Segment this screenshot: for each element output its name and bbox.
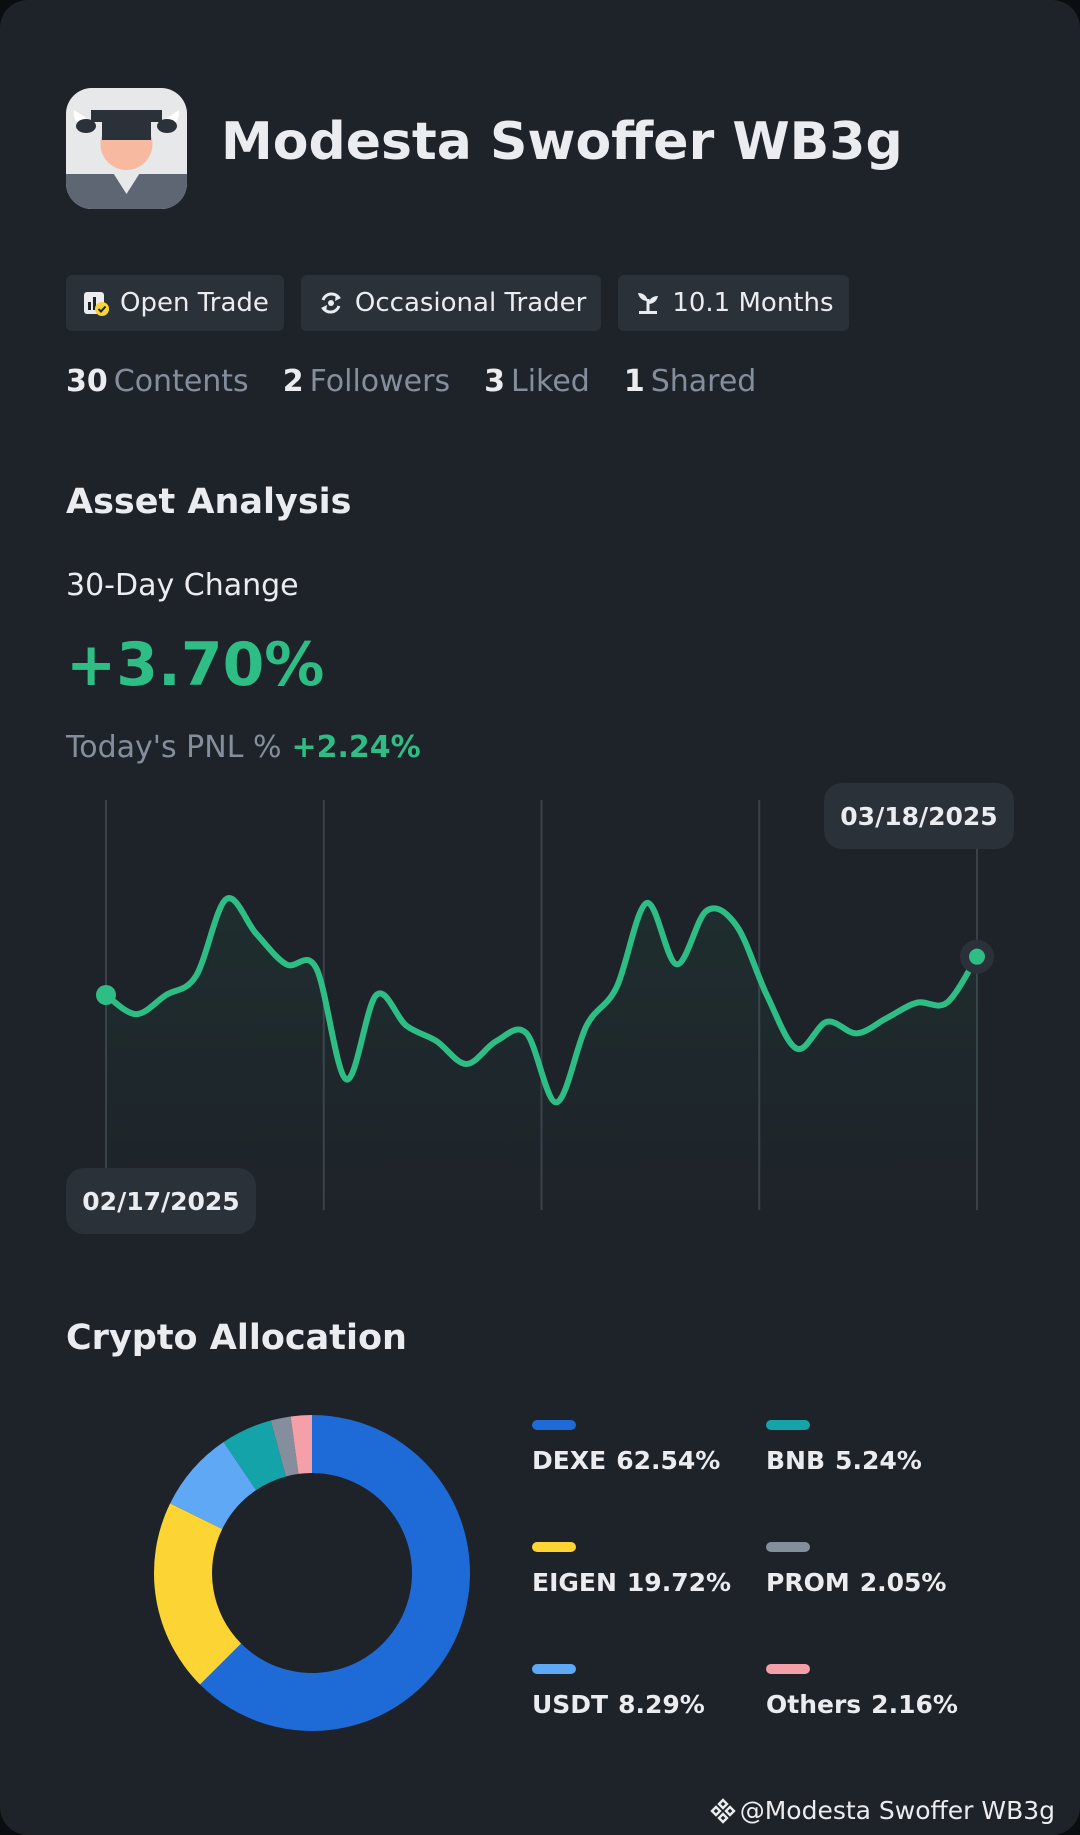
chart-line-series bbox=[103, 895, 980, 1106]
legend-percent: 62.54% bbox=[616, 1446, 721, 1475]
legend-percent: 5.24% bbox=[835, 1446, 922, 1475]
stat-value: 30 bbox=[66, 364, 108, 399]
chart-area bbox=[106, 898, 977, 1210]
donut-slice-others[interactable] bbox=[290, 1415, 312, 1474]
allocation-donut-chart[interactable] bbox=[147, 1408, 477, 1738]
stat-value: 1 bbox=[623, 364, 645, 399]
legend-name: DEXE bbox=[532, 1446, 607, 1475]
tag-open-trade[interactable]: Open Trade bbox=[66, 275, 284, 331]
legend-name: Others bbox=[766, 1690, 862, 1719]
stat-value: 2 bbox=[282, 364, 304, 399]
open-trade-icon bbox=[84, 292, 109, 316]
tag-months[interactable]: 10.1 Months bbox=[618, 275, 849, 331]
legend-name: USDT bbox=[532, 1690, 609, 1719]
legend-item-bnb: BNB 5.24% bbox=[766, 1420, 922, 1475]
donut-slice-usdt[interactable] bbox=[170, 1442, 257, 1529]
binance-logo-icon bbox=[710, 1797, 736, 1824]
legend-percent: 2.05% bbox=[859, 1568, 947, 1597]
legend-name: BNB bbox=[766, 1446, 826, 1475]
stat-followers[interactable]: 2 Followers bbox=[283, 364, 450, 399]
donut-slice-bnb[interactable] bbox=[223, 1420, 286, 1491]
stat-value: 3 bbox=[484, 364, 505, 399]
profile-stats: 30 Contents 2 Followers 3 Liked 1 Shared bbox=[66, 364, 756, 399]
chart-start-point bbox=[96, 985, 116, 1005]
donut-slice-prom[interactable] bbox=[270, 1416, 299, 1477]
watermark: @Modesta Swoffer WB3g bbox=[710, 1796, 1055, 1825]
legend-swatch bbox=[766, 1420, 810, 1430]
change-value: +3.70% bbox=[66, 630, 325, 700]
stat-shared[interactable]: 1 Shared bbox=[624, 364, 757, 399]
sprout-icon bbox=[638, 293, 659, 314]
chart-end-point bbox=[969, 948, 985, 965]
tag-label: Occasional Trader bbox=[354, 288, 587, 318]
end-date-label: 03/18/2025 bbox=[824, 783, 1014, 849]
todays-pnl: Today's PNL % +2.24% bbox=[66, 730, 421, 765]
legend-item-others: Others 2.16% bbox=[766, 1664, 958, 1719]
tag-label: Open Trade bbox=[120, 288, 269, 318]
legend-name: EIGEN bbox=[532, 1568, 617, 1597]
watermark-text: @Modesta Swoffer WB3g bbox=[739, 1796, 1055, 1825]
legend-item-eigen: EIGEN 19.72% bbox=[532, 1542, 731, 1597]
legend-item-prom: PROM 2.05% bbox=[766, 1542, 946, 1597]
legend-percent: 8.29% bbox=[618, 1690, 705, 1719]
stat-liked[interactable]: 3 Liked bbox=[484, 364, 590, 399]
username: Modesta Swoffer WB3g bbox=[221, 112, 903, 172]
stat-label: Followers bbox=[309, 364, 451, 399]
legend-name: PROM bbox=[766, 1568, 850, 1597]
trader-tags: Open Trade Occasional Trader 10.1 Months bbox=[66, 275, 849, 331]
legend-swatch bbox=[766, 1542, 810, 1552]
crypto-allocation-title: Crypto Allocation bbox=[66, 1318, 407, 1358]
stat-label: Contents bbox=[113, 364, 249, 399]
tag-occasional-trader[interactable]: Occasional Trader bbox=[300, 275, 602, 331]
legend-swatch bbox=[532, 1542, 576, 1552]
tag-label: 10.1 Months bbox=[672, 288, 834, 318]
allocation-legend: DEXE 62.54% BNB 5.24% EIGEN 19.72% PROM 2.05… bbox=[532, 1420, 1032, 1720]
avatar[interactable] bbox=[66, 88, 187, 209]
legend-percent: 2.16% bbox=[871, 1690, 958, 1719]
stat-label: Shared bbox=[650, 364, 757, 399]
avatar-icon bbox=[66, 88, 187, 209]
legend-swatch bbox=[532, 1420, 576, 1430]
donut-slice-eigen[interactable] bbox=[153, 1503, 242, 1685]
trader-cycle-icon bbox=[320, 292, 341, 314]
donut-slice-dexe[interactable] bbox=[199, 1415, 470, 1731]
change-label: 30-Day Change bbox=[66, 568, 299, 603]
legend-percent: 19.72% bbox=[626, 1568, 732, 1597]
asset-line-chart[interactable] bbox=[0, 780, 1080, 1220]
pnl-value: +2.24% bbox=[291, 730, 421, 765]
asset-analysis-title: Asset Analysis bbox=[66, 482, 352, 522]
pnl-label: Today's PNL % bbox=[66, 730, 282, 765]
start-date-label: 02/17/2025 bbox=[66, 1168, 256, 1234]
stat-contents[interactable]: 30 Contents bbox=[66, 364, 249, 399]
stat-label: Liked bbox=[510, 364, 590, 399]
legend-swatch bbox=[532, 1664, 576, 1674]
legend-item-usdt: USDT 8.29% bbox=[532, 1664, 705, 1719]
legend-item-dexe: DEXE 62.54% bbox=[532, 1420, 720, 1475]
legend-swatch bbox=[766, 1664, 810, 1674]
